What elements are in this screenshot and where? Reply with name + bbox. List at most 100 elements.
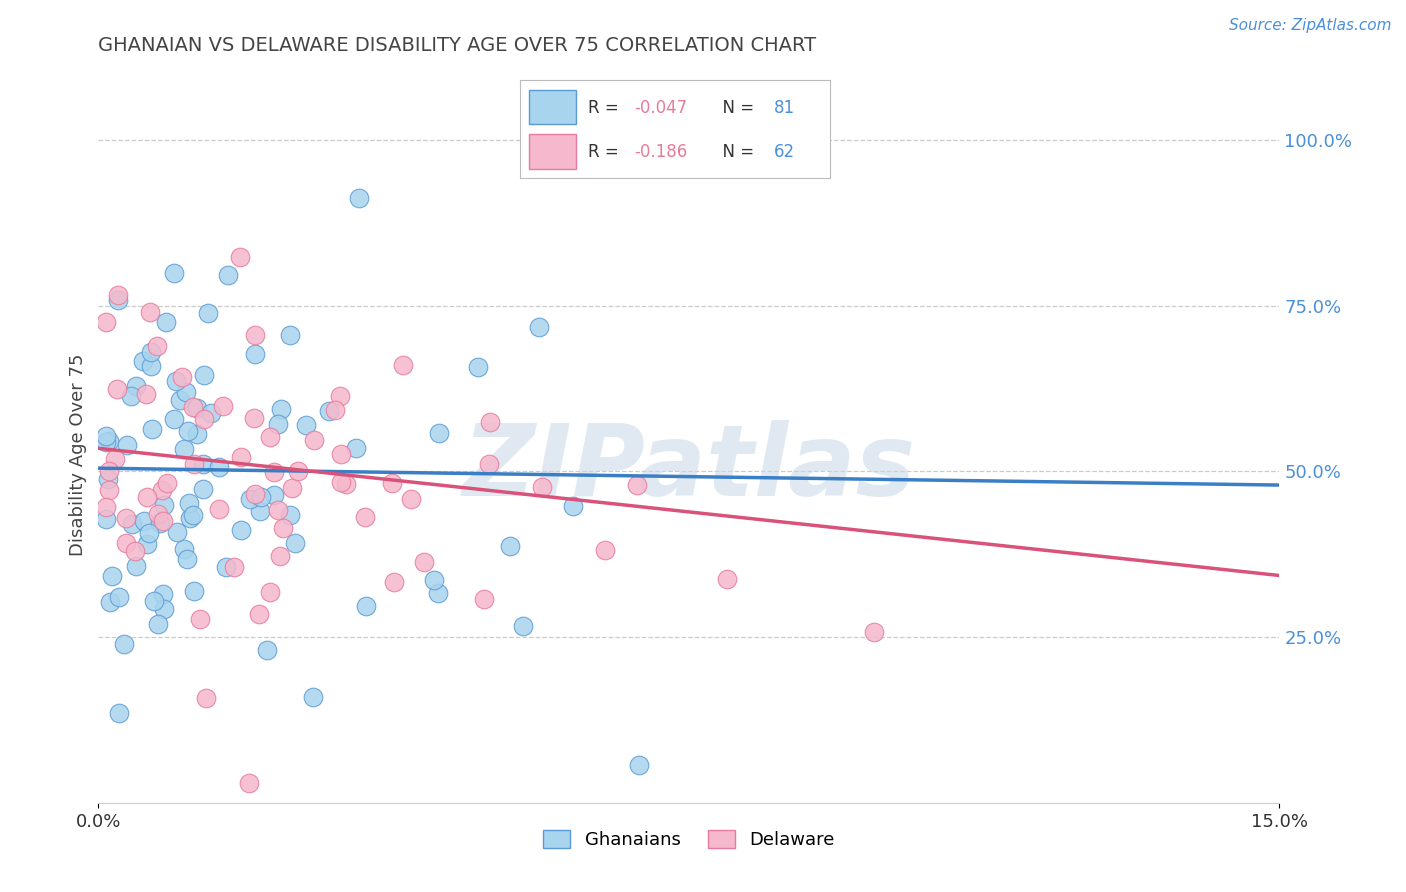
- Point: [112, 637, 135, 651]
- Point: [270, 402, 292, 417]
- Point: [280, 481, 302, 495]
- Point: [287, 464, 309, 478]
- Point: [193, 482, 215, 496]
- Point: [269, 549, 291, 563]
- Point: [193, 412, 215, 426]
- Point: [183, 584, 205, 599]
- Point: [114, 510, 136, 524]
- Point: [259, 430, 281, 444]
- Point: [391, 358, 413, 372]
- Point: [173, 542, 195, 557]
- Point: [96, 434, 118, 449]
- Text: N =: N =: [711, 143, 759, 161]
- Text: 62: 62: [773, 143, 794, 161]
- Point: [107, 706, 129, 720]
- Point: [256, 643, 278, 657]
- Point: [467, 360, 489, 375]
- Point: [139, 359, 162, 374]
- Point: [155, 315, 177, 329]
- Point: [169, 393, 191, 408]
- Point: [97, 472, 120, 486]
- Text: Source: ZipAtlas.com: Source: ZipAtlas.com: [1229, 18, 1392, 33]
- Point: [222, 560, 245, 574]
- Point: [215, 560, 238, 574]
- Point: [121, 516, 143, 531]
- Point: [243, 347, 266, 361]
- Point: [174, 385, 197, 400]
- Text: GHANAIAN VS DELAWARE DISABILITY AGE OVER 75 CORRELATION CHART: GHANAIAN VS DELAWARE DISABILITY AGE OVER…: [98, 36, 817, 54]
- Text: N =: N =: [711, 99, 759, 117]
- Point: [512, 619, 534, 633]
- Point: [593, 543, 616, 558]
- Point: [165, 374, 187, 388]
- Point: [135, 387, 157, 401]
- Point: [136, 491, 159, 505]
- Point: [150, 483, 173, 498]
- Point: [166, 525, 188, 540]
- Point: [120, 389, 142, 403]
- Point: [267, 417, 290, 432]
- Point: [107, 293, 129, 307]
- Point: [176, 552, 198, 566]
- Point: [152, 586, 174, 600]
- Point: [96, 429, 118, 443]
- Y-axis label: Disability Age Over 75: Disability Age Over 75: [69, 353, 87, 557]
- Point: [108, 590, 131, 604]
- Point: [318, 404, 340, 418]
- Point: [153, 498, 176, 512]
- Point: [231, 450, 253, 464]
- Point: [302, 690, 325, 705]
- Point: [200, 406, 222, 420]
- Point: [107, 288, 129, 302]
- Point: [250, 490, 273, 504]
- Point: [208, 460, 231, 475]
- Point: [179, 510, 201, 524]
- Point: [98, 483, 121, 497]
- Point: [354, 599, 377, 613]
- Point: [427, 586, 450, 600]
- Point: [354, 510, 377, 524]
- Point: [98, 595, 121, 609]
- Point: [163, 267, 186, 281]
- Point: [249, 504, 271, 518]
- Point: [284, 536, 307, 550]
- Point: [245, 487, 267, 501]
- Point: [427, 426, 450, 441]
- Point: [124, 543, 146, 558]
- Point: [243, 411, 266, 425]
- Point: [96, 315, 118, 329]
- Point: [399, 492, 422, 507]
- Point: [139, 304, 162, 318]
- Point: [295, 418, 318, 433]
- Point: [98, 434, 121, 448]
- Point: [177, 424, 200, 438]
- Point: [132, 354, 155, 368]
- Text: R =: R =: [588, 99, 624, 117]
- Point: [173, 442, 195, 456]
- Point: [263, 465, 285, 479]
- Point: [135, 537, 157, 551]
- Point: [259, 584, 281, 599]
- Point: [716, 572, 738, 586]
- Point: [96, 500, 118, 515]
- Point: [218, 268, 240, 282]
- Point: [628, 757, 651, 772]
- Point: [170, 369, 193, 384]
- Point: [238, 776, 260, 790]
- Point: [138, 526, 160, 541]
- Point: [626, 478, 648, 492]
- Point: [193, 457, 215, 471]
- Point: [193, 368, 215, 383]
- Point: [115, 536, 138, 550]
- Point: [146, 507, 169, 521]
- Point: [163, 412, 186, 426]
- Point: [186, 426, 208, 441]
- Point: [562, 499, 585, 513]
- Point: [212, 400, 235, 414]
- Point: [143, 594, 166, 608]
- Point: [183, 457, 205, 471]
- Point: [125, 559, 148, 574]
- Point: [186, 401, 208, 415]
- Point: [344, 442, 367, 456]
- Point: [412, 555, 434, 569]
